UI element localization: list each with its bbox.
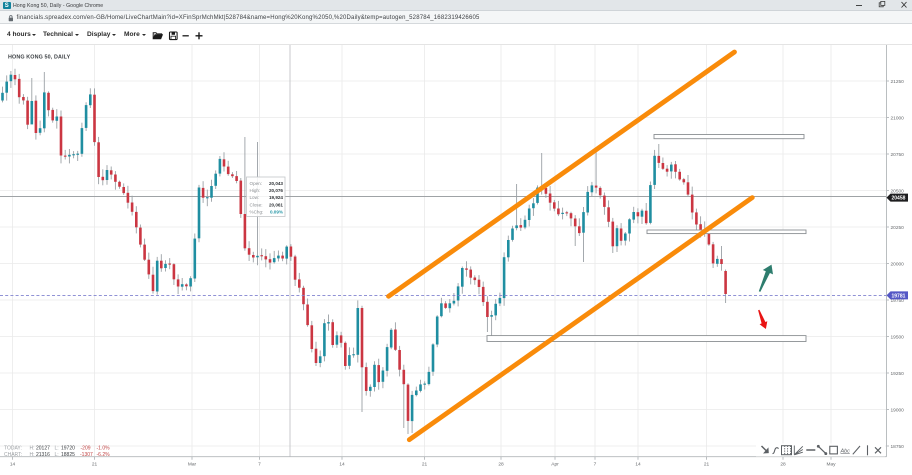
svg-text:7: 7 [258, 462, 261, 468]
svg-text:CHART:: CHART: [4, 452, 22, 458]
svg-text:14: 14 [635, 462, 641, 468]
svg-text:-6.2%: -6.2% [97, 452, 111, 458]
svg-text:18825: 18825 [61, 452, 75, 458]
svg-text:-209: -209 [81, 446, 91, 452]
svg-text:21250: 21250 [891, 79, 905, 85]
svg-text:20127: 20127 [36, 446, 50, 452]
svg-text:20250: 20250 [891, 225, 905, 231]
svg-text:14: 14 [10, 462, 16, 468]
svg-text:Abc: Abc [840, 448, 851, 454]
svg-text:20000: 20000 [891, 261, 905, 267]
svg-text:19250: 19250 [891, 371, 905, 377]
svg-text:Mar: Mar [188, 462, 197, 468]
svg-text:21: 21 [92, 462, 98, 468]
svg-text:0.09%: 0.09% [270, 209, 283, 214]
svg-text:21000: 21000 [891, 115, 905, 121]
svg-text:19750: 19750 [891, 298, 905, 304]
svg-text:-1307: -1307 [80, 452, 93, 458]
svg-text:20750: 20750 [891, 152, 905, 158]
svg-text:7: 7 [594, 462, 597, 468]
svg-text:19781: 19781 [892, 293, 906, 299]
svg-text:Apr: Apr [551, 462, 559, 468]
svg-text:TODAY:: TODAY: [4, 446, 22, 452]
svg-text:H:: H: [30, 452, 35, 458]
svg-text:19500: 19500 [891, 334, 905, 340]
svg-text:28: 28 [780, 462, 786, 468]
svg-text:20500: 20500 [891, 188, 905, 194]
svg-text:H:: H: [30, 446, 35, 452]
svg-text:May: May [826, 462, 836, 468]
svg-text:21: 21 [704, 462, 710, 468]
svg-text:High:: High: [250, 188, 261, 193]
svg-text:20,043: 20,043 [269, 181, 283, 186]
svg-text:Close:: Close: [250, 202, 263, 207]
svg-text:L:: L: [55, 452, 59, 458]
svg-text:20458: 20458 [892, 196, 906, 202]
svg-text:19720: 19720 [61, 446, 75, 452]
svg-text:Low:: Low: [250, 195, 260, 200]
svg-text:%Chg:: %Chg: [250, 209, 264, 214]
svg-text:20,061: 20,061 [269, 202, 283, 207]
svg-text:L:: L: [55, 446, 59, 452]
svg-text:-1.0%: -1.0% [97, 446, 111, 452]
svg-text:HONG KONG 50, DAILY: HONG KONG 50, DAILY [8, 55, 71, 61]
svg-text:18750: 18750 [891, 444, 905, 450]
svg-text:19,924: 19,924 [269, 195, 283, 200]
svg-text:14: 14 [339, 462, 345, 468]
svg-text:20,076: 20,076 [269, 188, 283, 193]
svg-text:Open:: Open: [250, 181, 263, 186]
svg-text:28: 28 [498, 462, 504, 468]
svg-text:19000: 19000 [891, 407, 905, 413]
svg-text:21: 21 [422, 462, 428, 468]
svg-text:21316: 21316 [36, 452, 50, 458]
